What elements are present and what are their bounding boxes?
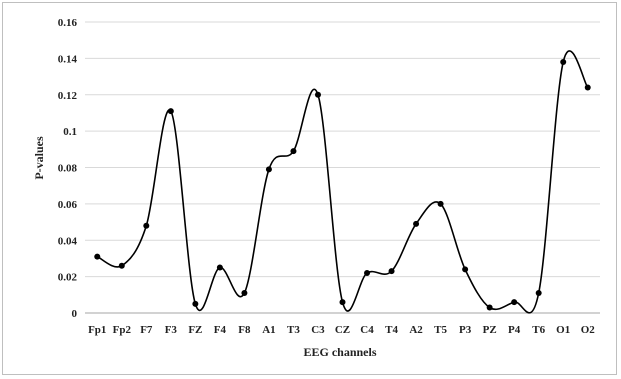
data-point <box>241 289 248 296</box>
x-tick-label: A1 <box>262 324 275 336</box>
x-tick-label: P3 <box>459 324 472 336</box>
x-axis-title: EEG channels <box>303 345 376 359</box>
x-tick-label: F7 <box>140 324 153 336</box>
y-tick-label: 0 <box>72 308 78 320</box>
y-tick-label: 0.12 <box>58 90 78 102</box>
x-tick-label: FZ <box>188 324 202 336</box>
y-tick-labels: 0 0.02 0.04 0.06 0.08 0.1 0.12 0.14 0.16 <box>58 17 78 320</box>
series-line <box>96 50 589 314</box>
x-tick-label: F4 <box>214 324 227 336</box>
data-point <box>462 266 469 273</box>
x-tick-label: PZ <box>483 324 497 336</box>
x-tick-labels: Fp1 Fp2 F7 F3 FZ F4 F8 A1 T3 C3 CZ C4 T4 A2 T5 P3 PZ P4 T6… <box>88 324 595 336</box>
x-tick-label: T4 <box>385 324 398 336</box>
data-point <box>560 59 567 66</box>
data-point <box>167 108 174 115</box>
x-tick-label: Fp2 <box>113 324 132 336</box>
data-points <box>94 59 591 311</box>
data-point <box>314 91 321 98</box>
data-point <box>364 269 371 276</box>
y-tick-label: 0.16 <box>58 17 78 29</box>
data-point <box>437 200 444 207</box>
x-tick-label: O1 <box>556 324 570 336</box>
y-tick-label: 0.08 <box>58 163 78 175</box>
data-point <box>388 268 395 275</box>
data-point <box>265 166 272 173</box>
x-tick-label: O2 <box>581 324 596 336</box>
data-point <box>216 264 223 271</box>
x-tick-label: Fp1 <box>88 324 106 336</box>
x-tick-label: A2 <box>409 324 423 336</box>
data-point <box>118 262 125 269</box>
x-tick-label: T6 <box>532 324 545 336</box>
x-tick-label: P4 <box>508 324 521 336</box>
y-axis-title: P-values <box>32 136 46 180</box>
y-tick-label: 0.04 <box>58 235 78 247</box>
x-tick-label: CZ <box>335 324 350 336</box>
y-tick-label: 0.06 <box>58 199 78 211</box>
data-point <box>143 222 150 229</box>
data-point <box>486 304 493 311</box>
data-point <box>413 220 420 227</box>
data-point <box>94 253 101 260</box>
y-tick-label: 0.02 <box>58 272 78 284</box>
x-tick-label: T5 <box>434 324 447 336</box>
data-point <box>339 299 346 306</box>
x-tick-label: T3 <box>287 324 300 336</box>
gridlines <box>85 21 600 314</box>
data-point <box>511 299 518 306</box>
x-tick-label: F8 <box>238 324 251 336</box>
y-tick-label: 0.14 <box>58 53 78 65</box>
data-point <box>290 148 297 155</box>
data-point <box>535 289 542 296</box>
x-tick-label: C3 <box>311 324 325 336</box>
y-tick-label: 0.1 <box>63 126 77 138</box>
x-tick-label: F3 <box>165 324 178 336</box>
data-point <box>584 84 591 91</box>
x-tick-label: C4 <box>360 324 374 336</box>
data-point <box>192 300 199 307</box>
